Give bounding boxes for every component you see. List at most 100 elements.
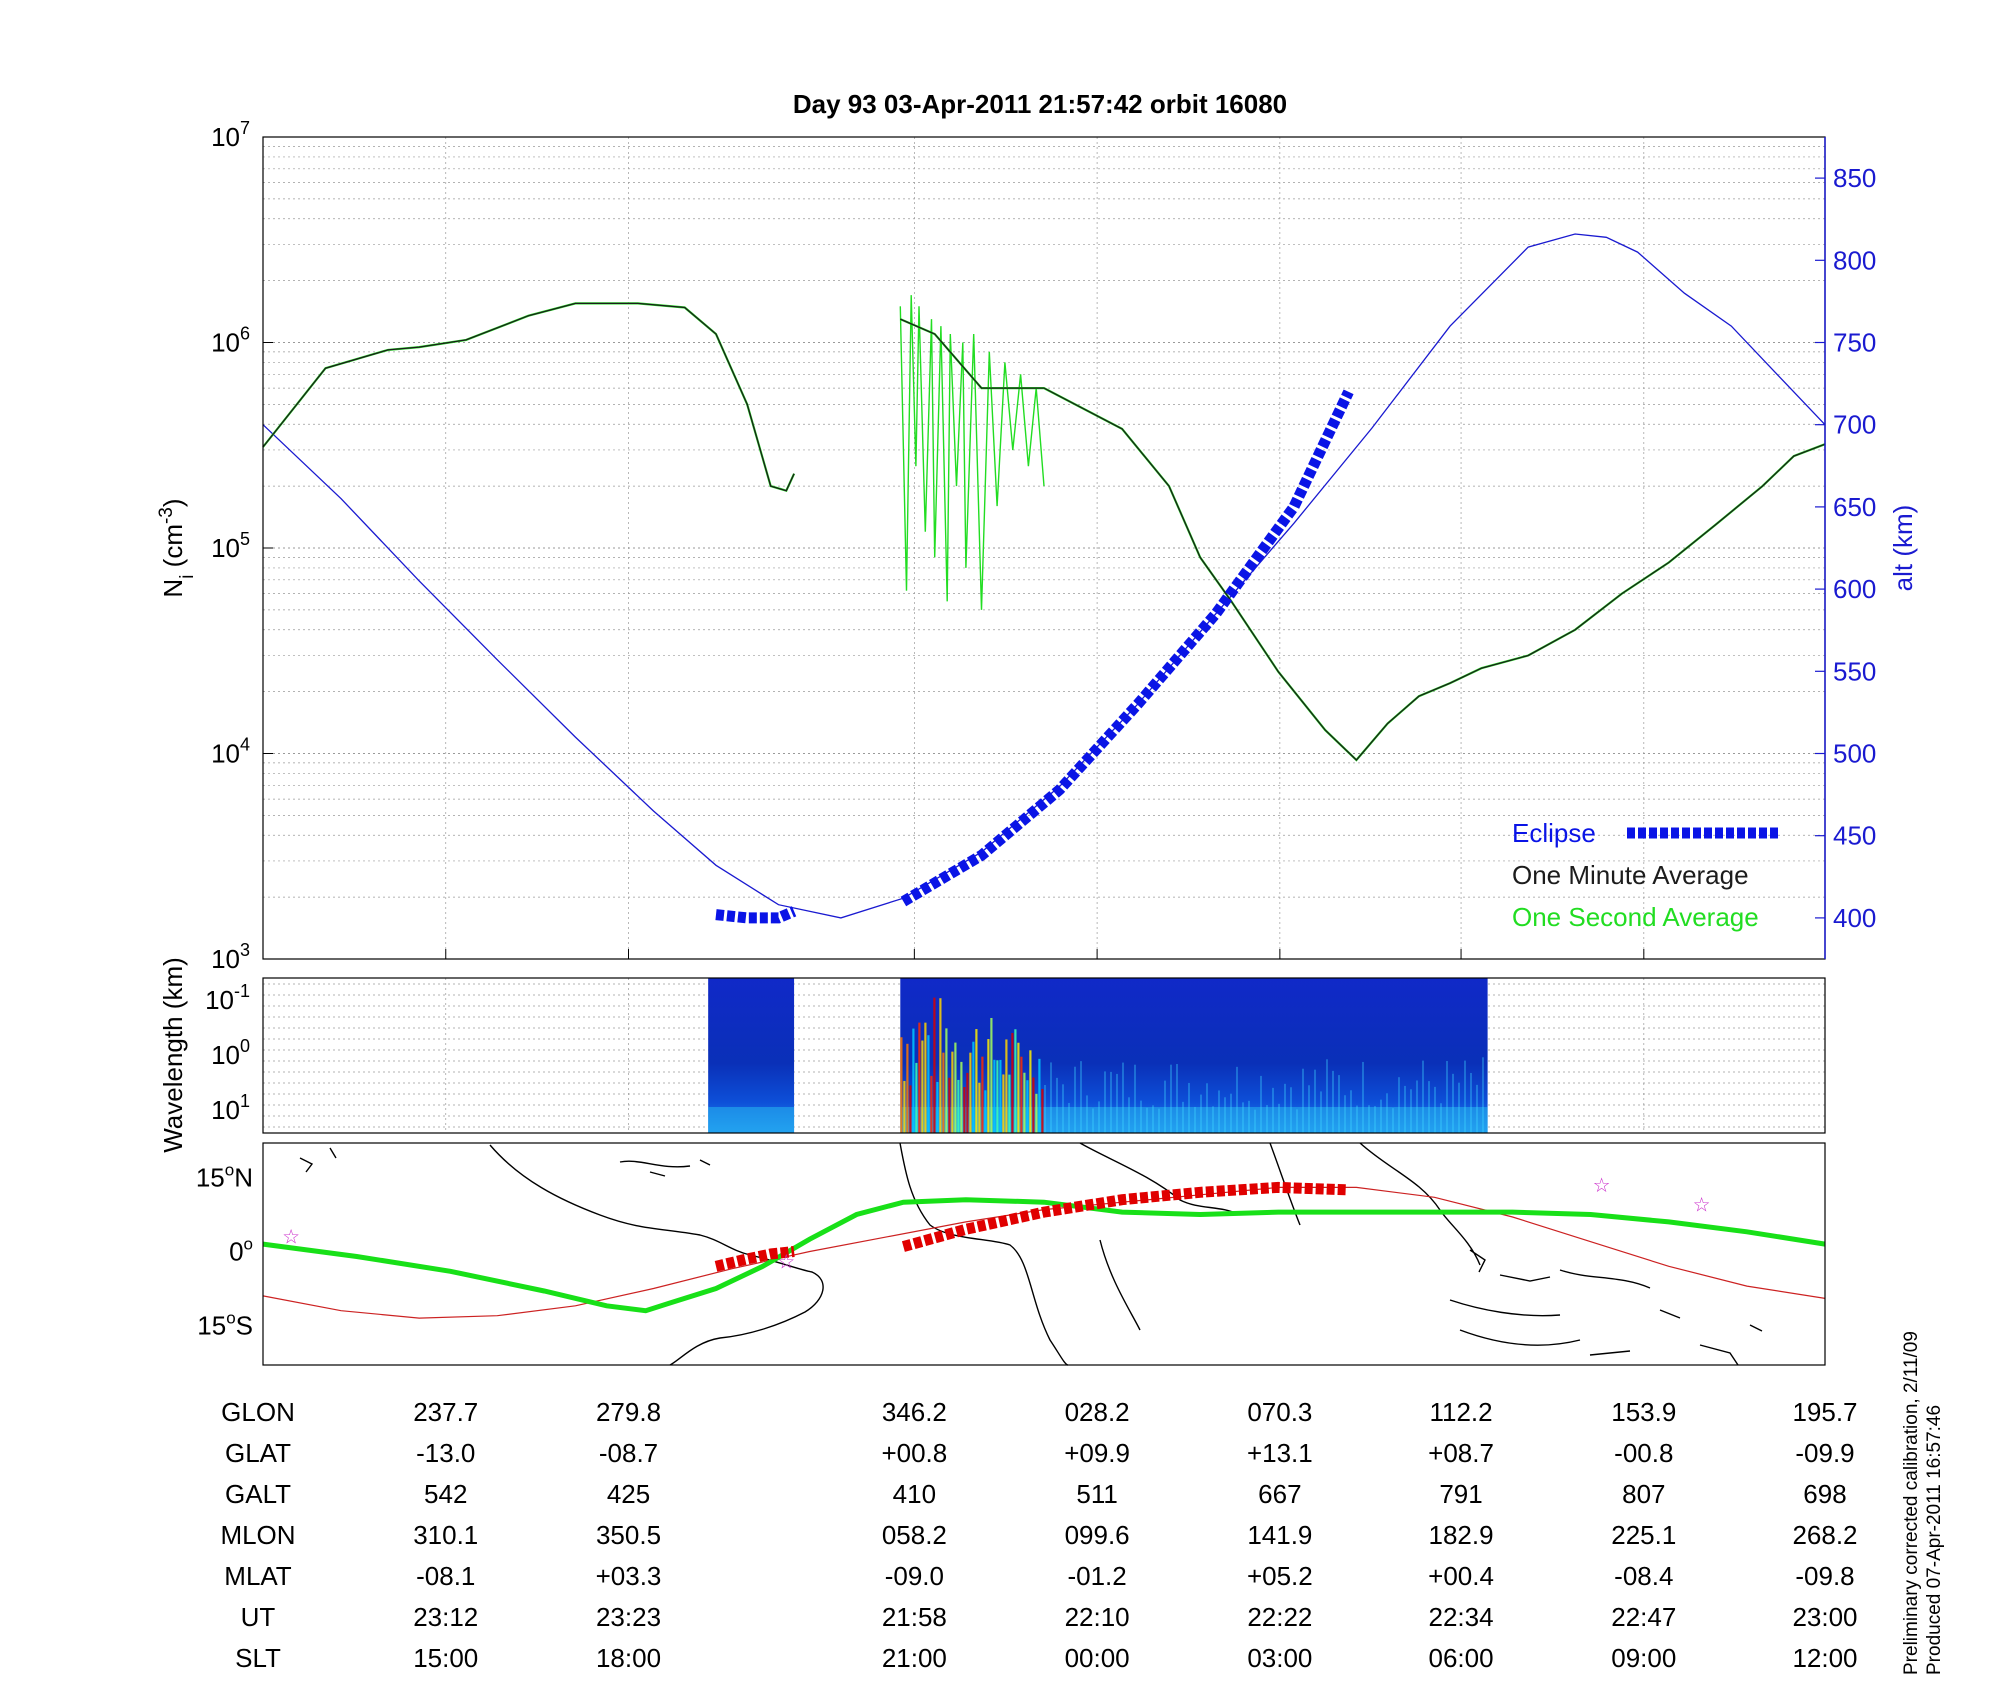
spectrogram-stripe <box>933 997 936 1133</box>
altitude-y-ticks: 400 450 500 550 600 650 700 750 800 850 <box>1815 163 1876 933</box>
table-cell: 141.9 <box>1247 1520 1312 1550</box>
spectrogram-faint-stripe <box>1302 1068 1304 1133</box>
spectrogram-y-axis-label: Wavelength (km) <box>158 957 188 1153</box>
spectrogram-stripe <box>984 1090 987 1133</box>
table-cell: -08.7 <box>599 1438 658 1468</box>
spectrogram-faint-stripe <box>1410 1089 1412 1133</box>
table-cell: 346.2 <box>882 1397 947 1427</box>
table-cell: 698 <box>1803 1479 1846 1509</box>
altitude-tick-label: 450 <box>1833 821 1876 851</box>
spectrogram-stripe <box>990 1017 993 1133</box>
latitude-degrees: 0 <box>229 1237 243 1267</box>
density-y-tick-label: 105 <box>211 529 250 563</box>
table-cell: 15:00 <box>413 1643 478 1673</box>
table-cell: 21:00 <box>882 1643 947 1673</box>
table-cell: +13.1 <box>1247 1438 1313 1468</box>
ni-subscript: i <box>177 575 198 579</box>
spectrogram-faint-stripe <box>1098 1101 1100 1133</box>
degree-symbol: o <box>226 1309 235 1328</box>
table-cell: 12:00 <box>1792 1643 1857 1673</box>
altitude-tick-label: 850 <box>1833 163 1876 193</box>
table-row-label: UT <box>241 1602 276 1632</box>
latitude-tick-label: 15oN <box>196 1161 253 1193</box>
spectrogram-faint-stripe <box>1464 1060 1466 1133</box>
eclipse-segment <box>715 906 797 924</box>
legend-entry: Eclipse <box>1512 818 1596 848</box>
table-cell: 425 <box>607 1479 650 1509</box>
table-cell: 06:00 <box>1429 1643 1494 1673</box>
table-cell: 237.7 <box>413 1397 478 1427</box>
tick-exponent: 0 <box>240 1036 250 1056</box>
tick-base: 10 <box>205 985 234 1015</box>
table-cell: -13.0 <box>416 1438 475 1468</box>
spectrogram-stripe <box>969 1052 972 1133</box>
spectrogram-stripe <box>1023 1072 1026 1133</box>
map-frame <box>262 1142 1826 1366</box>
tick-exponent: 4 <box>240 735 250 755</box>
spectrogram-stripe <box>978 1082 981 1133</box>
table-cell: 09:00 <box>1611 1643 1676 1673</box>
table-cell: 350.5 <box>596 1520 661 1550</box>
degree-symbol: o <box>244 1235 253 1254</box>
spectrogram-stripe <box>930 1075 933 1133</box>
spectrogram-stripe <box>936 1081 939 1133</box>
spectrogram-stripe <box>1017 1042 1020 1133</box>
spectrogram-stripe <box>966 1072 969 1133</box>
ni-unit-open: (cm <box>158 524 188 575</box>
spectrogram-faint-stripe <box>1356 1105 1358 1133</box>
spectrogram-faint-stripe <box>1062 1084 1064 1133</box>
spectrogram-stripe <box>972 1041 975 1133</box>
spectrogram-stripe <box>999 1059 1002 1133</box>
spectrogram-stripe <box>951 1051 954 1133</box>
spectrogram-faint-stripe <box>1152 1105 1154 1133</box>
table-cell: 22:10 <box>1065 1602 1130 1632</box>
table-cell: +05.2 <box>1247 1561 1313 1591</box>
spectrogram-faint-stripe <box>1470 1072 1472 1133</box>
density-y-tick-label: 106 <box>211 324 250 358</box>
spectrogram-stripe <box>993 1059 996 1133</box>
spectrogram-stripe <box>909 1085 912 1133</box>
table-row-label: GLAT <box>225 1438 291 1468</box>
star-marker-icon: ☆ <box>1593 1173 1611 1197</box>
altitude-tick-label: 550 <box>1833 656 1876 686</box>
table-cell: 23:23 <box>596 1602 661 1632</box>
spectrogram-faint-stripe <box>1308 1085 1310 1133</box>
density-y-tick-label: 103 <box>211 940 250 974</box>
spectrogram-faint-stripe <box>1140 1100 1142 1133</box>
table-cell: -09.9 <box>1795 1438 1854 1468</box>
ni-unit-close: ) <box>158 498 188 507</box>
spectrogram-stripe <box>954 1042 957 1133</box>
spectrogram-stripe <box>960 1061 963 1133</box>
table-cell: 099.6 <box>1065 1520 1130 1550</box>
altitude-tick-label: 650 <box>1833 492 1876 522</box>
spectrogram-faint-stripe <box>1362 1061 1364 1133</box>
coastline-north-america-west <box>299 1147 337 1173</box>
spectrogram-stripe <box>1002 1074 1005 1133</box>
spectrogram-stripe <box>1020 1056 1023 1133</box>
spectrogram-frame <box>262 977 1826 1134</box>
spectrogram-stripe <box>1032 1077 1035 1133</box>
table-cell: -01.2 <box>1067 1561 1126 1591</box>
table-cell: 511 <box>1076 1479 1117 1509</box>
spectrogram-stripe <box>912 1028 915 1133</box>
spectrogram-faint-stripe <box>1434 1086 1436 1133</box>
spectrogram-stripe <box>900 1037 903 1133</box>
table-cell: 00:00 <box>1065 1643 1130 1673</box>
eclipse-track-segment <box>901 1181 1349 1252</box>
spectrogram-faint-stripe <box>1482 1057 1484 1133</box>
spectrogram-faint-stripe <box>1332 1070 1334 1133</box>
coastline-caribbean <box>619 1159 711 1177</box>
table-cell: 21:58 <box>882 1602 947 1632</box>
map-plot-area <box>263 1143 1825 1365</box>
spectrogram-faint-stripe <box>1242 1102 1244 1133</box>
spectrogram-faint-stripe <box>1170 1064 1172 1133</box>
table-cell: 268.2 <box>1792 1520 1857 1550</box>
ni-symbol: N <box>158 579 188 598</box>
coastlines <box>299 1142 1763 1366</box>
spectrogram-faint-stripe <box>1104 1071 1106 1133</box>
spectrogram-faint-stripe <box>1116 1073 1118 1133</box>
tick-base: 10 <box>211 944 240 974</box>
